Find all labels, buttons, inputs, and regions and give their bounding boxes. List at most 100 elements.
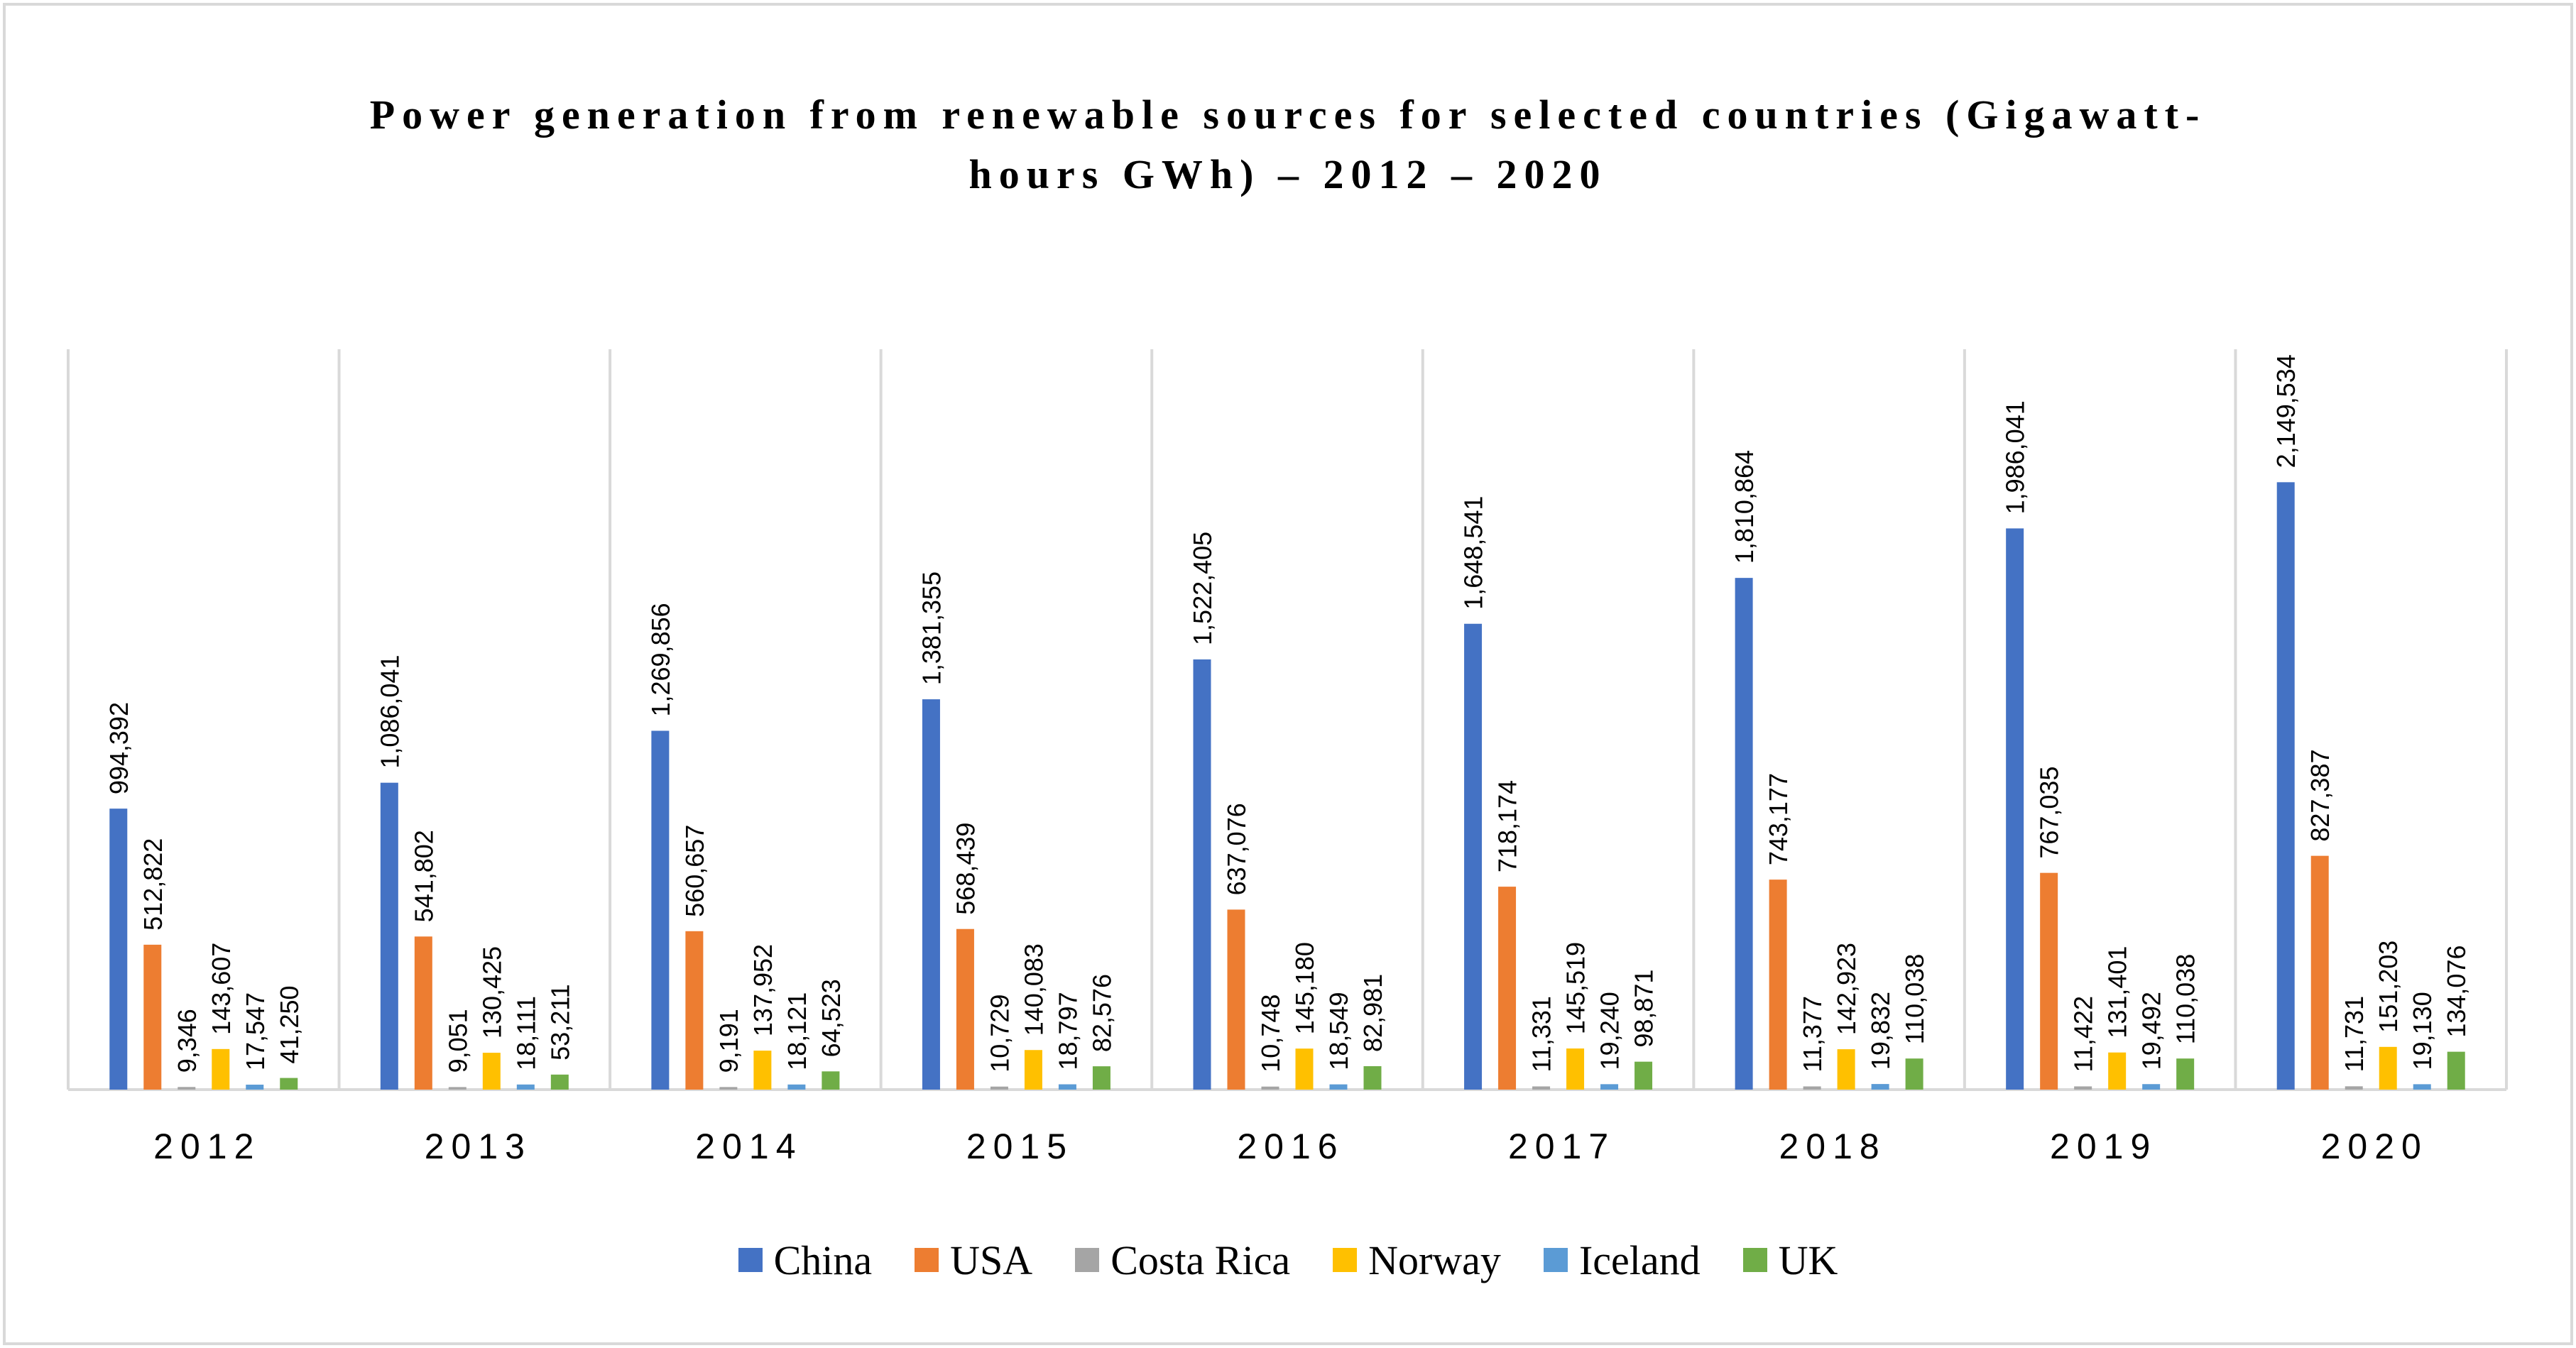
bar-uk-2017	[1634, 1061, 1653, 1090]
bar-norway-2020	[2379, 1046, 2397, 1090]
legend-item-usa: USA	[915, 1237, 1032, 1284]
bar-usa-2017	[1498, 887, 1517, 1090]
data-label-norway-2014: 137,952	[748, 944, 777, 1036]
bar-costa-rica-2018	[1803, 1086, 1821, 1090]
bar-norway-2016	[1295, 1048, 1314, 1090]
data-label-uk-2013: 53,211	[545, 984, 574, 1060]
data-label-usa-2019: 767,035	[2035, 767, 2064, 859]
bar-norway-2013	[482, 1053, 501, 1090]
bar-uk-2019	[2176, 1058, 2195, 1090]
bar-china-2017	[1464, 623, 1483, 1090]
data-label-costa-rica-2015: 10,729	[985, 994, 1014, 1073]
bar-china-2013	[380, 782, 398, 1090]
bar-costa-rica-2016	[1261, 1086, 1279, 1090]
bar-iceland-2019	[2142, 1084, 2161, 1090]
bar-china-2015	[922, 699, 940, 1090]
data-label-china-2020: 2,149,534	[2271, 354, 2301, 468]
data-label-iceland-2013: 18,111	[511, 996, 540, 1070]
data-label-norway-2013: 130,425	[477, 946, 506, 1039]
bar-iceland-2015	[1058, 1084, 1076, 1090]
bar-costa-rica-2013	[448, 1087, 466, 1090]
bar-china-2012	[109, 809, 128, 1090]
data-label-usa-2012: 512,822	[138, 838, 168, 931]
data-label-costa-rica-2017: 11,331	[1527, 996, 1556, 1072]
bar-iceland-2018	[1871, 1084, 1889, 1090]
data-label-norway-2020: 151,203	[2374, 941, 2403, 1033]
bar-norway-2018	[1837, 1049, 1855, 1090]
bar-china-2018	[1735, 578, 1753, 1090]
bar-china-2014	[651, 730, 670, 1090]
legend-label-uk: UK	[1778, 1237, 1838, 1283]
bar-usa-2019	[2040, 872, 2058, 1090]
data-label-usa-2016: 637,076	[1222, 803, 1251, 895]
bar-norway-2014	[753, 1051, 772, 1090]
bar-uk-2013	[550, 1074, 569, 1090]
data-label-iceland-2012: 17,547	[241, 992, 270, 1070]
data-label-costa-rica-2012: 9,346	[173, 1009, 202, 1073]
x-tick-label-2016: 2016	[1237, 1127, 1344, 1166]
data-label-china-2012: 994,392	[104, 702, 133, 794]
bar-uk-2020	[2447, 1051, 2465, 1090]
data-label-iceland-2019: 19,492	[2137, 992, 2166, 1070]
bar-iceland-2014	[787, 1084, 806, 1090]
bar-china-2016	[1193, 659, 1211, 1090]
data-label-norway-2012: 143,607	[207, 943, 236, 1035]
bar-uk-2014	[822, 1071, 840, 1090]
data-label-norway-2016: 145,180	[1290, 942, 1319, 1034]
legend-swatch-china	[738, 1248, 763, 1272]
bar-uk-2012	[280, 1078, 298, 1090]
bar-iceland-2016	[1329, 1084, 1348, 1090]
bar-uk-2015	[1092, 1066, 1110, 1090]
data-label-costa-rica-2019: 11,422	[2069, 996, 2098, 1072]
bar-norway-2019	[2108, 1052, 2127, 1090]
data-label-usa-2017: 718,174	[1493, 780, 1522, 872]
data-label-uk-2017: 98,871	[1630, 970, 1659, 1048]
data-label-iceland-2015: 18,797	[1053, 992, 1082, 1070]
bar-costa-rica-2017	[1532, 1086, 1551, 1090]
data-label-iceland-2020: 19,130	[2408, 992, 2437, 1070]
bar-norway-2012	[212, 1048, 230, 1090]
x-tick-label-2019: 2019	[2050, 1127, 2157, 1166]
bar-uk-2018	[1905, 1058, 1923, 1090]
data-label-china-2014: 1,269,856	[646, 603, 675, 716]
bar-costa-rica-2019	[2074, 1086, 2092, 1090]
bar-usa-2018	[1769, 880, 1787, 1090]
bar-usa-2013	[414, 936, 432, 1090]
data-label-uk-2019: 110,038	[2171, 954, 2200, 1044]
bar-usa-2020	[2310, 855, 2329, 1090]
x-tick-label-2018: 2018	[1779, 1127, 1886, 1166]
bar-usa-2012	[143, 944, 162, 1090]
legend-swatch-uk	[1742, 1248, 1767, 1272]
data-label-uk-2018: 110,038	[1900, 954, 1929, 1044]
chart-title-line-1: Power generation from renewable sources …	[369, 92, 2207, 138]
legend-label-costa-rica: Costa Rica	[1110, 1237, 1291, 1283]
data-label-norway-2019: 131,401	[2103, 946, 2132, 1039]
bar-iceland-2017	[1600, 1084, 1619, 1090]
x-tick-label-2015: 2015	[966, 1127, 1074, 1166]
data-label-iceland-2014: 18,121	[782, 992, 812, 1070]
bar-costa-rica-2020	[2345, 1086, 2363, 1090]
data-label-costa-rica-2016: 10,748	[1256, 994, 1285, 1073]
x-tick-label-2020: 2020	[2321, 1127, 2428, 1166]
x-tick-label-2012: 2012	[153, 1127, 261, 1166]
legend-item-iceland: Iceland	[1543, 1237, 1701, 1284]
data-label-china-2017: 1,648,541	[1459, 496, 1488, 610]
data-label-uk-2014: 64,523	[817, 979, 846, 1057]
legend-item-china: China	[738, 1237, 873, 1284]
legend-label-usa: USA	[950, 1237, 1033, 1283]
data-label-iceland-2017: 19,240	[1595, 992, 1625, 1070]
legend-item-norway: Norway	[1333, 1237, 1501, 1284]
data-label-usa-2015: 568,439	[951, 823, 980, 915]
data-label-costa-rica-2014: 9,191	[714, 1009, 743, 1073]
data-label-uk-2015: 82,576	[1087, 974, 1116, 1052]
legend: China USA Costa Rica Norway Iceland UK	[0, 1232, 2576, 1288]
data-label-usa-2020: 827,387	[2305, 749, 2335, 841]
data-label-usa-2014: 560,657	[680, 825, 709, 917]
data-label-china-2015: 1,381,355	[917, 571, 946, 685]
legend-label-china: China	[773, 1237, 873, 1283]
bar-norway-2015	[1024, 1050, 1042, 1090]
data-label-iceland-2018: 19,832	[1866, 992, 1895, 1070]
data-label-uk-2012: 41,250	[275, 985, 304, 1063]
data-label-uk-2016: 82,981	[1358, 974, 1387, 1052]
x-tick-label-2014: 2014	[695, 1127, 802, 1166]
